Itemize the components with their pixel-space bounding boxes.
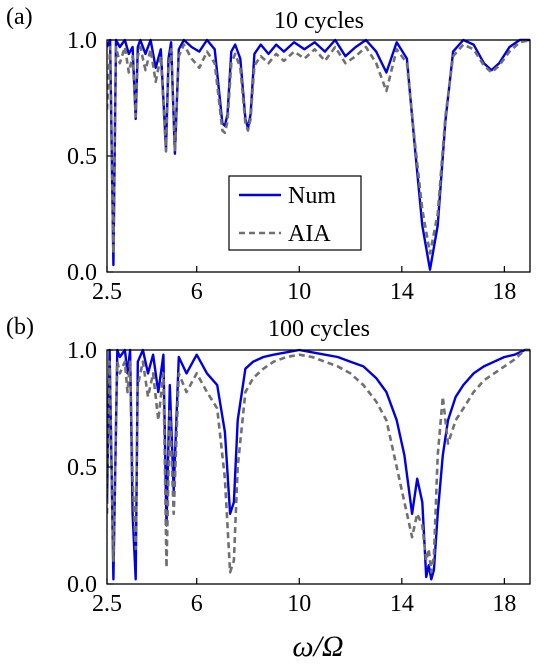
x-tick-label: 6 — [191, 591, 203, 617]
series-line-num — [107, 348, 530, 581]
panel-title: 100 cycles — [268, 316, 370, 342]
panel-label: (a) — [6, 4, 33, 30]
y-tick-label: 0.5 — [67, 455, 97, 481]
chart-panel-b: 2.5 6 10 14 18 0.0 0.5 1.0 (b) 100 cycles — [6, 314, 531, 617]
chart-panel-a: 2.5 6 10 14 18 0.0 0.5 1.0 (a) 10 cycles Num AIA — [6, 4, 531, 305]
x-tick-label: 18 — [492, 591, 516, 617]
x-tick-label: 6 — [191, 279, 203, 305]
panel-label: (b) — [6, 314, 34, 340]
x-tick-label: 14 — [390, 279, 414, 305]
x-tick-label: 14 — [390, 591, 414, 617]
y-tick-label: 1.0 — [67, 28, 97, 54]
y-tick-label: 0.5 — [67, 144, 97, 170]
series-line-aia — [107, 348, 530, 574]
legend: Num AIA — [228, 175, 362, 251]
x-tick-label: 10 — [287, 591, 311, 617]
y-tick-label: 1.0 — [67, 338, 97, 364]
x-axis-label: ω/Ω — [292, 630, 343, 663]
y-tick-label: 0.0 — [67, 572, 97, 598]
series-line-aia — [107, 38, 530, 255]
legend-label-num: Num — [288, 183, 336, 209]
panel-title: 10 cycles — [274, 8, 364, 34]
x-tick-label: 2.5 — [92, 279, 122, 305]
x-tick-label: 10 — [287, 279, 311, 305]
x-tick-label: 18 — [492, 279, 516, 305]
x-tick-label: 2.5 — [92, 591, 122, 617]
y-tick-label: 0.0 — [67, 260, 97, 286]
legend-box — [228, 175, 362, 251]
legend-label-aia: AIA — [288, 221, 331, 247]
